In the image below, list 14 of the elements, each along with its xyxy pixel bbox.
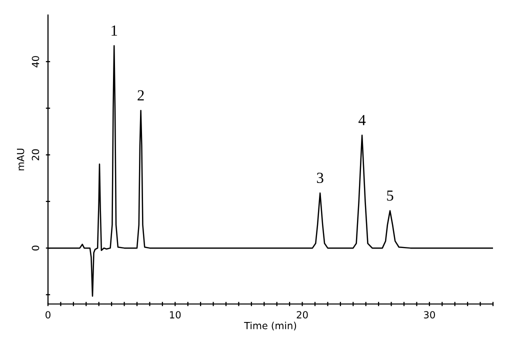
annotation: 3 bbox=[316, 172, 324, 184]
x-tick-label: 10 bbox=[170, 311, 181, 318]
y-tick-label: 20 bbox=[32, 149, 40, 160]
annotation: 5 bbox=[387, 190, 394, 201]
x-tick-label: 20 bbox=[296, 311, 308, 318]
annotation: 1 bbox=[112, 25, 118, 36]
x-axis-title: Time (min) bbox=[244, 322, 296, 330]
x-tick-label: 30 bbox=[424, 311, 435, 318]
y-tick-label: 40 bbox=[32, 56, 40, 68]
annotation: 2 bbox=[138, 90, 144, 100]
x-tick-label: 0 bbox=[46, 311, 50, 318]
annotation: 4 bbox=[358, 115, 366, 126]
y-tick-label: 0 bbox=[32, 246, 40, 251]
y-axis-title: mAU bbox=[16, 148, 24, 170]
